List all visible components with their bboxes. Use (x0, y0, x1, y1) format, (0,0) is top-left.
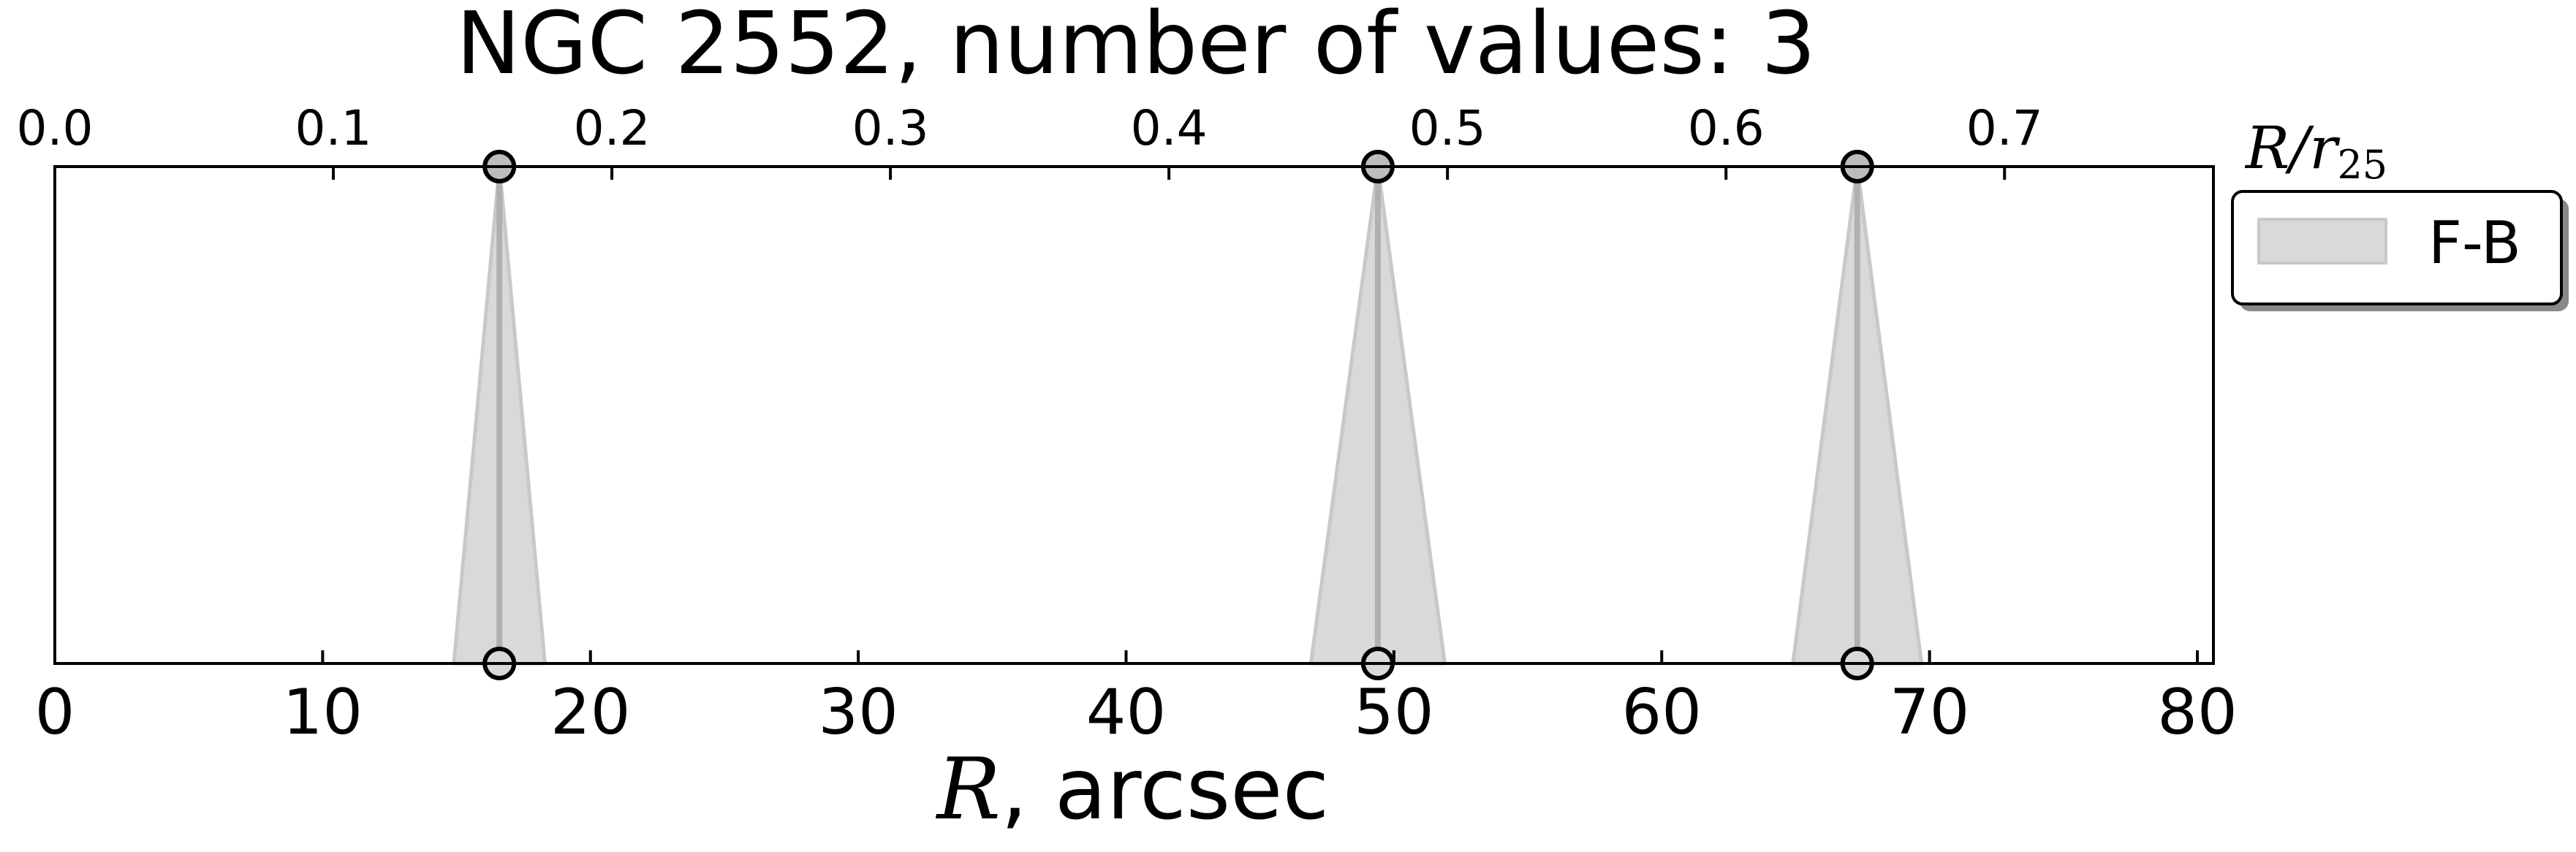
x-axis-label-symbol: R (936, 740, 1001, 839)
x-tick-label-3: 30 (818, 676, 898, 749)
x-tick-label-1: 10 (283, 676, 363, 749)
x-tick-label-6: 60 (1622, 676, 1702, 749)
top-axis-label: R/r25 (2244, 114, 2387, 188)
top-tick-label-7: 0.7 (1966, 100, 2043, 156)
legend-label-f-b: F-B (2428, 209, 2521, 277)
top-tick-label-5: 0.5 (1409, 100, 1486, 156)
top-tick-label-0: 0.0 (17, 100, 94, 156)
plot-frame (53, 165, 2215, 665)
x-tick-label-8: 80 (2157, 676, 2237, 749)
x-tick-label-4: 40 (1086, 676, 1166, 749)
x-axis-label-unit: , arcsec (1001, 740, 1329, 839)
plot-area: 0 10 20 30 40 50 60 70 80 0.0 0.1 0.2 0.3 0.4 0.5 0.6 0.… (17, 100, 2238, 749)
top-tick-label-4: 0.4 (1131, 100, 1208, 156)
legend-swatch-f-b (2257, 218, 2387, 265)
top-axis-label-symbol: R/r (2244, 114, 2341, 182)
x-axis-label: R, arcsec (936, 740, 1330, 839)
x-tick-label-7: 70 (1890, 676, 1969, 749)
x-tick-label-0: 0 (35, 676, 75, 749)
top-tick-label-3: 0.3 (852, 100, 929, 156)
top-tick-label-6: 0.6 (1688, 100, 1765, 156)
top-tick-label-1: 0.1 (295, 100, 372, 156)
top-axis-label-subscript: 25 (2337, 142, 2387, 188)
legend: F-B (2231, 190, 2569, 311)
x-tick-label-2: 20 (550, 676, 630, 749)
chart-title: NGC 2552, number of values: 3 (456, 0, 1816, 94)
top-tick-label-2: 0.2 (574, 100, 651, 156)
x-tick-label-5: 50 (1354, 676, 1433, 749)
